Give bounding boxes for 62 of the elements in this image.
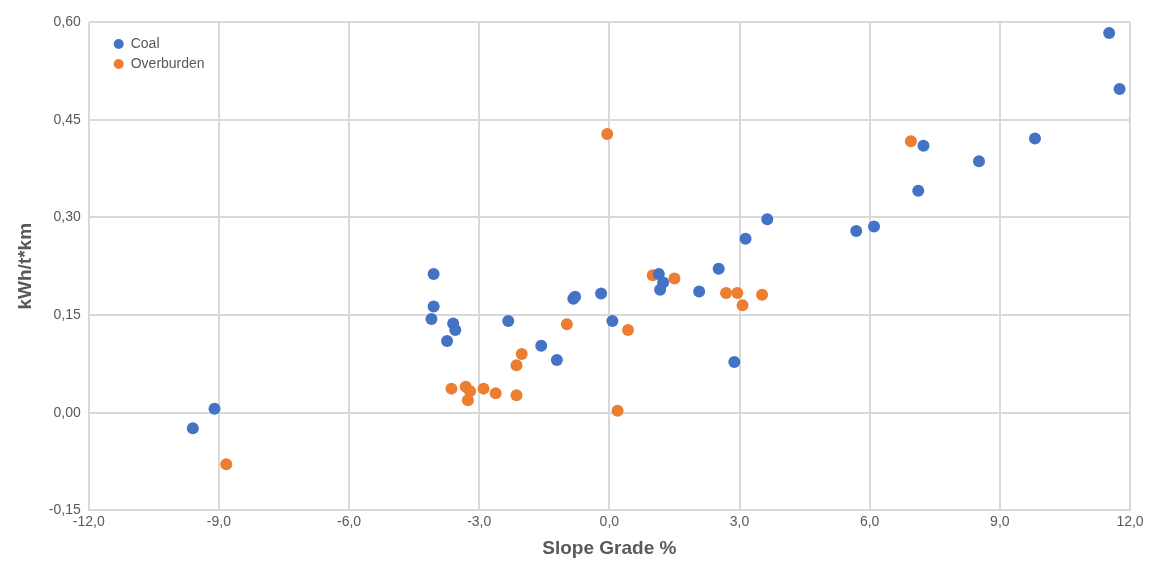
- point: [1028, 132, 1041, 145]
- point: [461, 394, 474, 407]
- y-tick-label: 0,00: [53, 403, 81, 420]
- point: [535, 339, 548, 352]
- point: [728, 355, 741, 368]
- point: [595, 287, 608, 300]
- x-tick-label: 0,0: [599, 512, 620, 529]
- y-tick-label: 0,15: [53, 305, 81, 322]
- point: [652, 268, 665, 281]
- point: [445, 382, 458, 395]
- point: [756, 288, 769, 301]
- y-tick-label: 0,60: [53, 12, 81, 29]
- x-tick-label: -6,0: [336, 512, 362, 529]
- point: [560, 318, 573, 331]
- point: [425, 312, 438, 325]
- point: [550, 353, 563, 366]
- legend-label: Overburden: [130, 54, 205, 71]
- x-tick-label: -9,0: [206, 512, 232, 529]
- point: [712, 262, 725, 275]
- point: [731, 286, 744, 299]
- point: [736, 299, 749, 312]
- point: [912, 184, 925, 197]
- point: [606, 314, 619, 327]
- point: [208, 402, 221, 415]
- point: [654, 283, 667, 296]
- point: [973, 155, 986, 168]
- point: [220, 458, 233, 471]
- x-tick-label: 9,0: [990, 512, 1010, 529]
- point: [502, 314, 515, 327]
- point: [668, 272, 681, 285]
- point: [904, 135, 917, 148]
- point: [510, 389, 523, 402]
- point: [761, 213, 774, 226]
- point: [693, 285, 706, 298]
- point: [1103, 27, 1116, 40]
- x-tick-label: 3,0: [729, 512, 750, 529]
- point: [427, 268, 440, 281]
- legend-label: Coal: [130, 34, 160, 51]
- y-axis-title: kWh/t*km: [13, 222, 35, 310]
- y-tick-label: 0,45: [53, 110, 81, 127]
- y-tick-label: 0,30: [53, 208, 81, 225]
- point: [868, 220, 881, 233]
- point: [720, 286, 733, 299]
- point: [477, 382, 490, 395]
- point: [611, 404, 624, 417]
- x-tick-label: 6,0: [859, 512, 880, 529]
- point: [1113, 83, 1126, 96]
- point: [449, 324, 462, 337]
- point: [515, 348, 528, 361]
- point: [917, 139, 930, 152]
- point: [850, 225, 863, 238]
- point: [510, 359, 523, 372]
- point: [622, 324, 635, 337]
- x-tick-label: -3,0: [467, 512, 492, 529]
- point: [186, 422, 199, 435]
- x-axis-title: Slope Grade %: [542, 536, 677, 558]
- point: [427, 300, 440, 313]
- point: [739, 232, 752, 245]
- point: [489, 387, 502, 400]
- x-tick-label: 12,0: [1116, 512, 1144, 529]
- point: [441, 335, 454, 348]
- point: [601, 128, 614, 141]
